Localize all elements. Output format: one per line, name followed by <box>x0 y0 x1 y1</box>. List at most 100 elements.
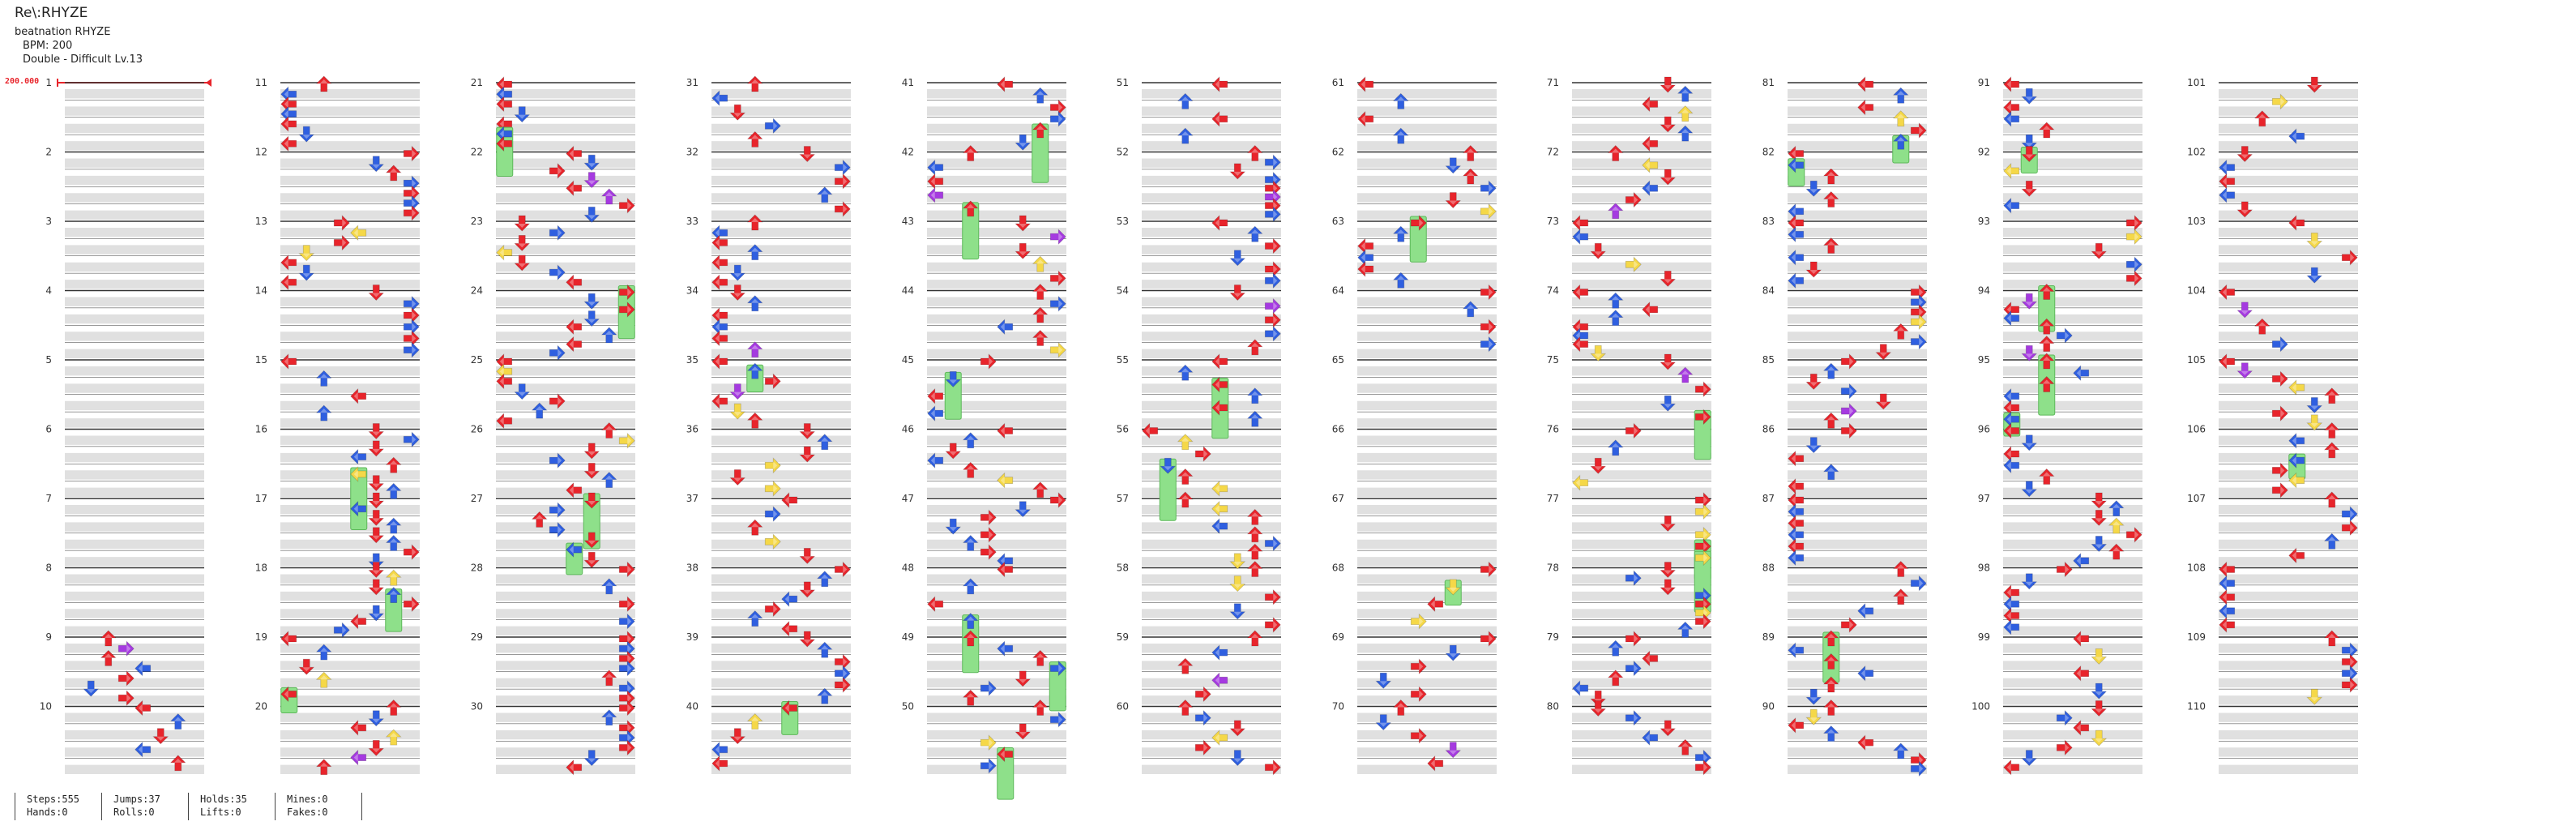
beat-row <box>2219 193 2358 203</box>
measure-number: 8 <box>45 563 52 574</box>
arrow-left-icon <box>1857 665 1874 682</box>
beat-row <box>1572 764 1711 774</box>
beat-row <box>711 383 851 393</box>
arrow-right-icon <box>1480 319 1497 336</box>
arrow-up-icon <box>1246 630 1263 647</box>
arrow-up-icon <box>1607 144 1624 161</box>
arrow-right-icon <box>980 526 997 543</box>
beat-row <box>2219 557 2358 567</box>
arrow-right-icon <box>834 200 851 217</box>
measure-43: 43 <box>902 216 1066 289</box>
arrow-left-icon <box>927 186 944 203</box>
measure-number: 47 <box>902 493 914 504</box>
beat-row <box>1572 400 1711 411</box>
arrow-left-icon <box>711 330 728 347</box>
beat-row <box>1357 452 1497 463</box>
measure-number: 12 <box>255 147 267 158</box>
beat-row <box>1357 764 1497 774</box>
beat-row <box>2003 400 2142 411</box>
beat-row <box>1572 106 1711 116</box>
arrow-up-icon <box>1177 699 1194 716</box>
measure-number: 62 <box>1332 147 1344 158</box>
beat-row <box>1788 678 1927 688</box>
arrow-down-icon <box>2021 750 2038 767</box>
arrow-down-icon <box>1015 242 1032 259</box>
measure-49: 49 <box>902 631 1066 705</box>
arrow-down-icon <box>1229 163 1246 180</box>
beat-row <box>496 158 635 168</box>
measure-87: 87 <box>1762 493 1927 567</box>
measure-106: 106 <box>2187 424 2358 497</box>
arrow-left-icon <box>781 492 798 508</box>
arrow-up-icon <box>1607 309 1624 326</box>
beat-row <box>927 228 1066 237</box>
measure-number: 53 <box>1117 216 1129 227</box>
beat-row <box>1357 747 1497 757</box>
arrow-down-icon <box>2091 648 2108 665</box>
beat-row <box>65 435 204 445</box>
beat-row <box>1572 418 1711 428</box>
beat-row <box>2219 626 2358 635</box>
beat-row <box>280 349 420 358</box>
beat-row <box>280 400 420 411</box>
arrow-down-icon <box>1660 395 1677 412</box>
beat-row <box>1142 141 1281 151</box>
beat-row <box>2219 141 2358 151</box>
beat-row <box>2219 297 2358 306</box>
beat-row <box>1788 349 1927 358</box>
beat-row <box>1788 747 1927 757</box>
beat-row <box>1572 89 1711 99</box>
arrow-down-icon <box>368 562 385 579</box>
measure-number: 71 <box>1547 77 1559 88</box>
arrow-left-icon <box>1427 596 1444 613</box>
arrow-up-icon <box>816 186 833 203</box>
beat-row <box>927 210 1066 220</box>
measure-110: 110 <box>2187 701 2358 774</box>
arrow-left-icon <box>496 96 513 113</box>
arrow-up-icon <box>1892 87 1909 104</box>
measure-number: 56 <box>1117 424 1129 435</box>
arrow-right-icon <box>549 452 566 469</box>
measure-number: 93 <box>1978 216 1990 227</box>
beat-row <box>2003 591 2142 601</box>
measure-109: 109 <box>2187 631 2358 705</box>
arrow-right-icon <box>980 757 997 774</box>
arrow-down-icon <box>729 104 746 121</box>
beat-row <box>280 764 420 774</box>
beat-row <box>711 314 851 324</box>
arrow-right-icon <box>403 431 420 448</box>
beat-row <box>2003 123 2142 134</box>
beat-row <box>2219 280 2358 289</box>
beat-row <box>1788 89 1927 99</box>
beat-row <box>2003 557 2142 567</box>
arrow-right-icon <box>1625 660 1642 677</box>
beat-row <box>1572 522 1711 532</box>
beat-row <box>496 764 635 774</box>
beat-row <box>280 574 420 584</box>
beat-row <box>1788 332 1927 341</box>
measure-number: 80 <box>1547 701 1559 712</box>
arrow-right-icon <box>764 457 781 474</box>
measure-2: 2 <box>45 147 204 220</box>
arrow-up-icon <box>746 412 763 429</box>
beat-row <box>927 193 1066 203</box>
measure-number: 22 <box>471 147 483 158</box>
arrow-left-icon <box>280 274 297 291</box>
beat-row <box>1142 591 1281 601</box>
beat-row <box>2219 487 2358 497</box>
beat-row <box>496 228 635 237</box>
arrow-right-icon <box>834 677 851 693</box>
arrow-up-icon <box>1822 190 1839 208</box>
beat-row <box>1142 712 1281 722</box>
beat-row <box>65 574 204 584</box>
beat-row <box>2219 522 2358 532</box>
arrow-left-icon <box>997 76 1014 92</box>
measure-54: 54 <box>1117 285 1281 358</box>
beat-row <box>1572 557 1711 567</box>
beat-row <box>1788 297 1927 306</box>
measure-84: 84 <box>1762 285 1927 358</box>
beat-row <box>496 539 635 550</box>
beat-row <box>1357 193 1497 203</box>
beat-row <box>65 644 204 653</box>
beat-row <box>1357 366 1497 376</box>
